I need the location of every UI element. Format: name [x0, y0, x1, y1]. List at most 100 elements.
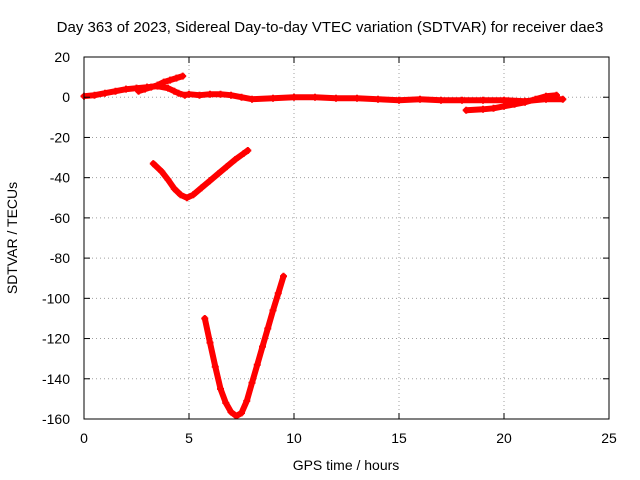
data-point — [479, 105, 487, 113]
data-point — [248, 379, 256, 387]
axis-ticks: 0 5 10 15 20 25 20 0 -20 -40 -60 -80 -100 -120 -140 -16… — [42, 49, 617, 446]
data-point — [232, 412, 240, 420]
data-point — [311, 93, 319, 101]
data-point — [175, 89, 182, 97]
data-point — [172, 74, 180, 82]
data-point — [158, 168, 166, 176]
data-point — [553, 91, 560, 99]
data-point — [170, 185, 178, 193]
data-point — [196, 91, 203, 99]
grid-lines — [84, 57, 609, 419]
y-tick-label: -140 — [42, 371, 70, 387]
data-point — [177, 191, 185, 199]
data-point — [223, 163, 231, 171]
x-tick-label: 25 — [601, 430, 617, 446]
data-point — [211, 363, 219, 371]
data-point — [274, 289, 282, 297]
data-point — [141, 85, 149, 93]
data-point — [185, 90, 193, 98]
data-point — [259, 343, 266, 351]
data-point — [170, 87, 178, 95]
y-tick-label: -60 — [50, 210, 70, 226]
y-tick-label: -20 — [50, 129, 70, 145]
data-point — [206, 177, 214, 185]
x-axis-label: GPS time / hours — [293, 457, 400, 473]
data-point — [179, 72, 187, 80]
data-point — [166, 76, 174, 84]
data-point — [240, 150, 248, 158]
data-point — [542, 92, 550, 100]
x-tick-label: 15 — [391, 430, 407, 446]
data-point — [269, 94, 277, 102]
y-tick-label: -160 — [42, 411, 70, 427]
data-point — [135, 87, 143, 95]
data-point — [198, 184, 206, 192]
data-point — [181, 91, 189, 99]
y-tick-label: 20 — [54, 49, 70, 65]
data-point — [532, 95, 539, 103]
data-point — [332, 94, 340, 102]
data-point — [206, 90, 214, 98]
data-point — [248, 95, 256, 103]
data-point — [395, 96, 403, 104]
y-tick-label: -40 — [50, 170, 70, 186]
chart-title: Day 363 of 2023, Sidereal Day-to-day VTE… — [57, 19, 604, 36]
data-point — [164, 176, 172, 184]
data-point — [500, 102, 508, 110]
data-point — [269, 306, 277, 314]
data-point — [511, 100, 518, 108]
data-point — [122, 85, 130, 93]
y-tick-label: -120 — [42, 331, 70, 347]
data-point — [479, 96, 487, 104]
data-point — [521, 98, 529, 106]
data-point — [183, 194, 191, 202]
series-trace — [150, 147, 251, 201]
data-point — [243, 397, 251, 405]
data-point — [264, 325, 272, 332]
data-series — [80, 72, 567, 420]
data-point — [353, 94, 361, 102]
data-point — [214, 170, 222, 178]
data-point — [154, 81, 161, 89]
series-trace — [201, 273, 287, 419]
data-point — [217, 90, 224, 98]
data-point — [206, 339, 214, 347]
data-point — [147, 83, 155, 91]
data-point — [164, 84, 172, 92]
data-point — [231, 156, 239, 164]
data-point — [290, 93, 298, 101]
data-point — [238, 409, 245, 417]
data-point — [222, 399, 230, 407]
data-point — [244, 147, 252, 155]
data-point — [374, 95, 382, 103]
data-point — [227, 91, 235, 99]
x-tick-label: 5 — [185, 430, 193, 446]
data-point — [253, 361, 261, 369]
data-point — [437, 96, 445, 104]
data-point — [559, 95, 567, 103]
data-point — [91, 91, 98, 99]
data-point — [149, 160, 157, 168]
y-tick-label: 0 — [62, 89, 70, 105]
x-tick-label: 0 — [80, 430, 88, 446]
y-tick-label: -80 — [50, 250, 70, 266]
data-point — [416, 95, 424, 103]
data-point — [189, 191, 197, 199]
x-tick-label: 20 — [496, 430, 512, 446]
data-point — [280, 272, 287, 280]
data-point — [101, 89, 109, 97]
data-point — [160, 78, 168, 86]
data-point — [462, 106, 470, 114]
data-point — [458, 96, 466, 104]
y-axis-label: SDTVAR / TECUs — [4, 182, 20, 294]
data-point — [112, 87, 119, 95]
data-point — [227, 408, 235, 416]
x-tick-label: 10 — [286, 430, 302, 446]
plot-frame — [83, 56, 610, 420]
data-point — [500, 96, 508, 104]
data-point — [490, 104, 497, 112]
y-tick-label: -100 — [42, 290, 70, 306]
data-point — [217, 385, 224, 393]
data-point — [201, 314, 209, 322]
